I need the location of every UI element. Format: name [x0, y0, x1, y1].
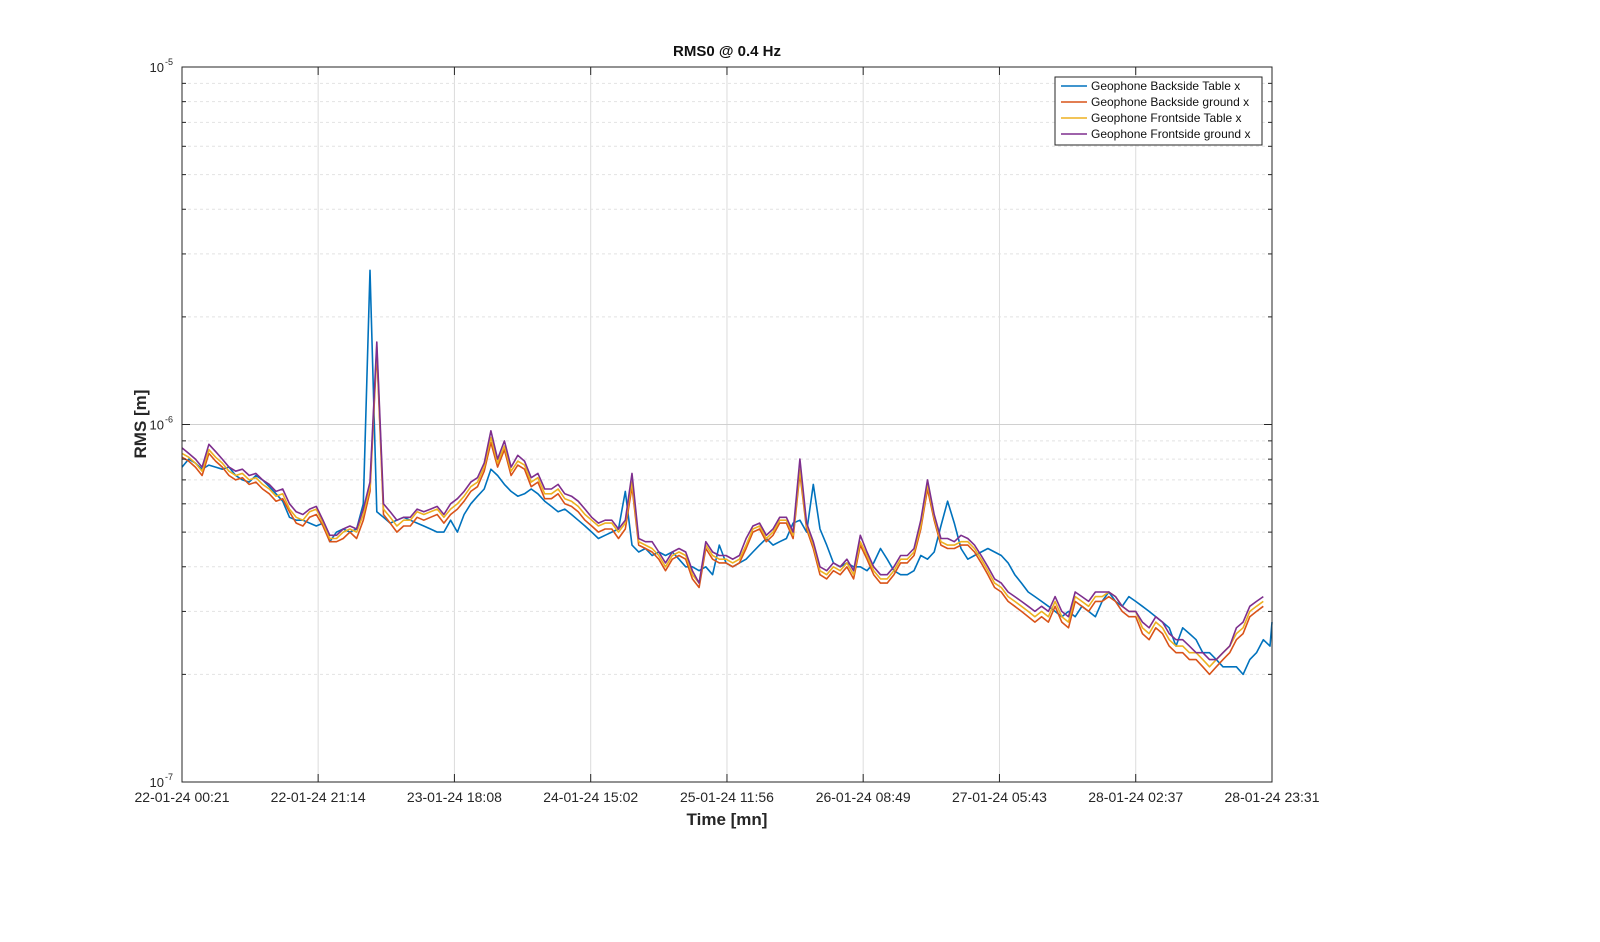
- axis-ticks: [181, 67, 1273, 783]
- legend: Geophone Backside Table x Geophone Backsi…: [1054, 76, 1263, 146]
- x-tick-label: 23-01-24 18:08: [407, 789, 502, 805]
- x-tick-label: 26-01-24 08:49: [816, 789, 911, 805]
- y-tick-label: 10 -6: [150, 415, 173, 433]
- legend-label: Geophone Frontside Table x: [1091, 111, 1242, 125]
- y-tick-base: 10: [150, 60, 164, 75]
- x-tick-label: 22-01-24 00:21: [135, 789, 230, 805]
- y-tick-exponent: -5: [165, 57, 173, 67]
- legend-label: Geophone Frontside ground x: [1091, 127, 1250, 141]
- chart-title: RMS0 @ 0.4 Hz: [673, 43, 781, 60]
- x-tick-label: 27-01-24 05:43: [952, 789, 1047, 805]
- series-line-3: [181, 345, 1264, 668]
- y-tick-label: 10 -5: [150, 57, 173, 75]
- y-tick-base: 10: [150, 418, 164, 433]
- legend-box: [1054, 76, 1263, 146]
- x-tick-label: 28-01-24 02:37: [1088, 789, 1183, 805]
- x-tick-label: 22-01-24 21:14: [271, 789, 366, 805]
- legend-label: Geophone Backside Table x: [1091, 79, 1240, 93]
- x-tick-label: 25-01-24 11:56: [680, 789, 774, 805]
- grid: [182, 67, 1272, 782]
- series-line-4: [181, 341, 1264, 661]
- series-lines: [181, 269, 1273, 676]
- legend-label: Geophone Backside ground x: [1091, 95, 1249, 109]
- y-axis-label: RMS [m]: [131, 390, 150, 459]
- y-tick-exponent: -6: [165, 415, 173, 425]
- x-tick-labels: 22-01-24 00:21 22-01-24 21:14 23-01-24 18:…: [135, 789, 1320, 805]
- y-tick-labels: 10-710-610-5: [150, 57, 173, 790]
- series-line-2: [181, 350, 1264, 676]
- y-tick-base: 10: [150, 775, 164, 790]
- x-tick-label: 28-01-24 23:31: [1225, 789, 1320, 805]
- x-axis-label: Time [mn]: [687, 810, 768, 829]
- y-tick-label: 10 -7: [150, 772, 173, 790]
- y-tick-exponent: -7: [165, 772, 173, 782]
- x-tick-label: 24-01-24 15:02: [543, 789, 638, 805]
